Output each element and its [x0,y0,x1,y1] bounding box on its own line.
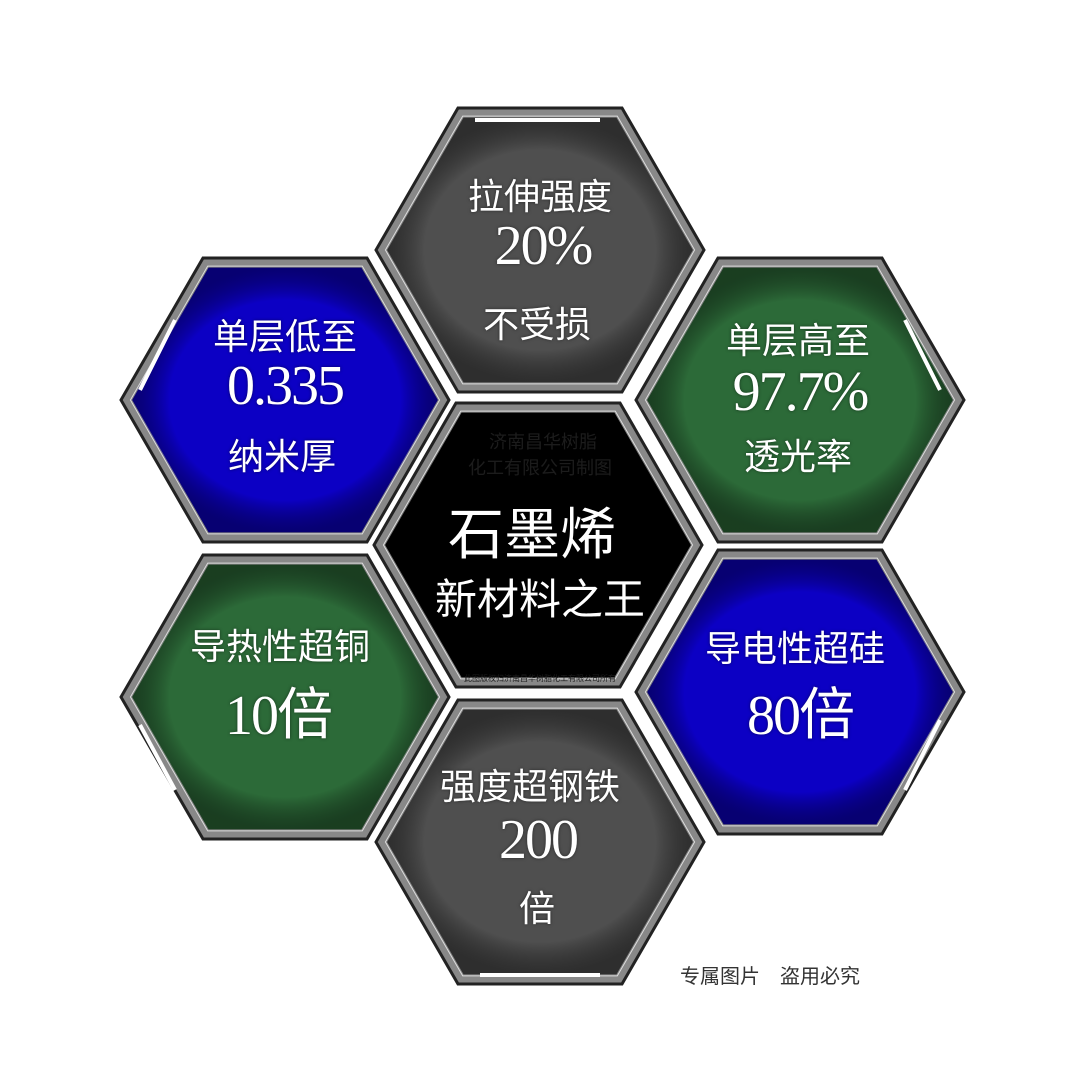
bottom-right-hexagon-shade [646,558,954,826]
top-left-hex-value: 0.335 [227,355,345,417]
center-copyright: 此图版权归济南昌华树脂化工有限公司所有 [464,674,616,683]
top-right-hex-line1: 单层高至 [725,321,871,362]
center-hexagon-shade [384,411,692,679]
bottom-hex-line3: 倍 [518,889,556,930]
center-watermark-2: 化工有限公司制图 [468,458,612,479]
bottom-left-hex-value: 10倍 [225,685,333,747]
bottom-hex-value: 200 [499,809,579,871]
highlight-bar [903,319,942,391]
top-hex-line3: 不受损 [482,305,592,346]
top-right-hex-value: 97.7% [732,361,870,423]
top-hexagon-shade [386,116,694,384]
center-subtitle: 新材料之王 [434,575,646,624]
top-right-hexagon-shade [646,266,954,534]
bottom-left-hexagon-shade [131,563,439,831]
bottom-right-hex-line1: 导电性超硅 [704,629,886,670]
top-left-hex-line3: 纳米厚 [227,437,337,478]
bottom-hex-line1: 强度超钢铁 [439,767,621,808]
bottom-left-hex-line1: 导热性超铜 [189,627,371,668]
highlight-bar [903,719,942,791]
top-right-hex-line3: 透光率 [743,437,853,478]
bottom-hexagon-shade [386,708,694,976]
highlight-bar [138,319,177,391]
top-hex-value: 20% [494,215,594,277]
center-title: 石墨烯 [448,503,616,568]
highlight-bar [138,724,177,791]
bottom-right-hex-value: 80倍 [747,685,855,747]
footer-notice: 专属图片 盗用必究 [680,964,860,988]
top-left-hexagon-shade [131,266,439,534]
top-hex-line1: 拉伸强度 [467,177,613,218]
top-left-hex-line1: 单层低至 [212,317,358,358]
center-watermark-1: 济南昌华树脂 [489,432,597,453]
